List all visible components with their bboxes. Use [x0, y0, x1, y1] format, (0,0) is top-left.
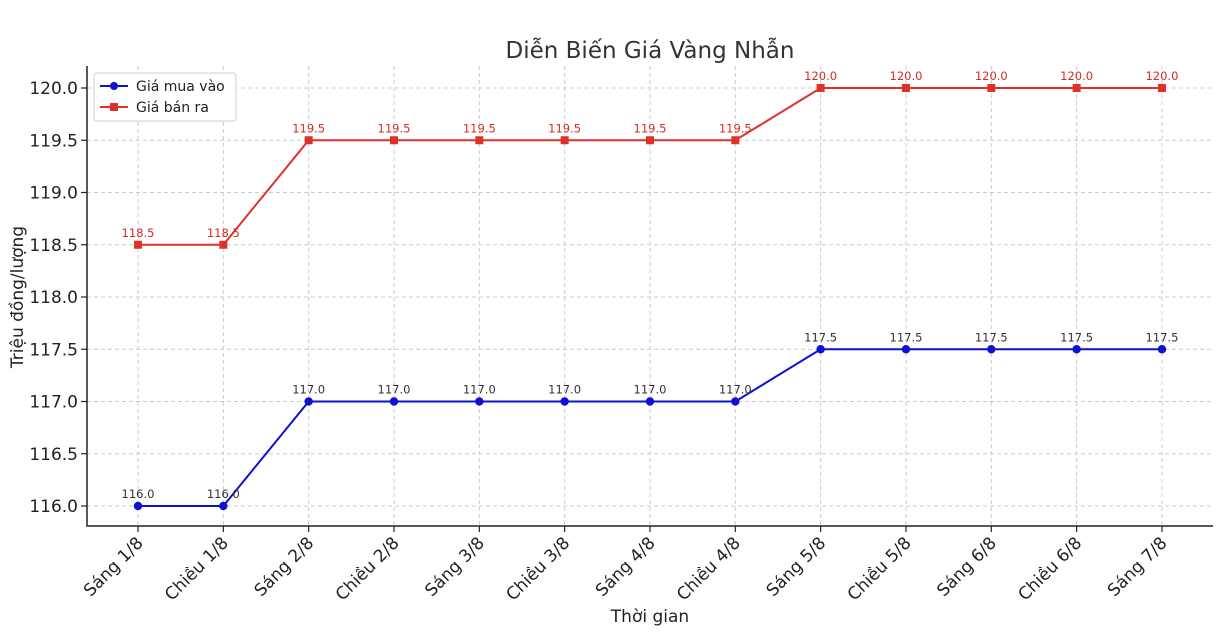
x-tick-label: Sáng 6/8: [933, 533, 1001, 601]
data-point: [219, 501, 228, 511]
data-label: 117.0: [719, 383, 752, 397]
axes-layer: 116.0 116.5 117.0 117.5 118.0 118.5 119.0 119.5…: [29, 66, 1213, 605]
x-tick-label: Sáng 4/8: [592, 533, 660, 601]
y-tick-label: 119.0: [29, 184, 78, 204]
x-tick-label: Sáng 2/8: [251, 533, 319, 601]
data-point: [560, 136, 569, 145]
legend-label: Giá bán ra: [136, 100, 209, 116]
legend: Giá mua vào Giá bán ra: [93, 72, 237, 122]
axis-spines: [86, 66, 1213, 527]
y-tick-label: 117.0: [29, 393, 78, 413]
data-label: 119.5: [463, 121, 496, 135]
data-label: 119.5: [292, 121, 325, 135]
x-tick-label: Chiều 4/8: [672, 533, 744, 605]
x-tick-label: Chiều 2/8: [331, 533, 403, 605]
data-label: 117.5: [1145, 330, 1178, 344]
data-label: 120.0: [975, 69, 1008, 83]
data-label: 117.5: [804, 330, 837, 344]
data-point: [304, 397, 313, 406]
data-point: [645, 136, 654, 145]
y-axis-title: Triệu đồng/lượng: [7, 226, 28, 369]
data-labels-layer: 116.0 116.0 117.0 117.0 117.0 117.0 117.0 117.0…: [122, 69, 1179, 501]
y-tick-label: 118.5: [29, 236, 78, 256]
data-point: [645, 397, 655, 406]
data-label: 117.0: [378, 383, 411, 397]
data-label: 119.5: [378, 121, 411, 135]
data-label: 117.0: [292, 383, 325, 397]
data-point: [133, 501, 143, 511]
x-tick-label: Chiều 6/8: [1014, 533, 1086, 605]
data-point: [731, 397, 740, 406]
data-label: 118.5: [122, 226, 155, 240]
data-label: 120.0: [890, 69, 923, 83]
data-point: [987, 84, 996, 92]
series-layer: [133, 84, 1167, 511]
data-point: [816, 84, 825, 92]
data-point: [304, 136, 313, 145]
data-label: 120.0: [1145, 69, 1178, 83]
data-label: 117.5: [975, 330, 1008, 344]
data-label: 120.0: [1060, 69, 1093, 83]
data-label: 116.0: [122, 487, 155, 501]
x-tick-label: Chiều 5/8: [843, 533, 915, 605]
data-label: 117.0: [463, 383, 496, 397]
x-tick-label: Chiều 3/8: [502, 533, 574, 605]
legend-marker: [110, 82, 118, 90]
data-label: 119.5: [634, 121, 667, 135]
legend-marker: [110, 103, 118, 111]
data-point: [560, 397, 569, 406]
data-label: 117.5: [1060, 330, 1093, 344]
data-point: [134, 240, 142, 249]
x-tick-label: Sáng 1/8: [80, 533, 148, 601]
data-point: [901, 84, 910, 92]
data-point: [901, 345, 911, 354]
data-label: 118.5: [207, 226, 240, 240]
y-tick-label: 117.5: [29, 340, 78, 360]
data-point: [987, 345, 996, 354]
chart-title: Diễn Biến Giá Vàng Nhẫn: [506, 36, 795, 64]
data-label: 116.0: [207, 487, 240, 501]
y-tick-label: 118.0: [29, 288, 78, 308]
x-tick-label: Sáng 3/8: [421, 533, 489, 601]
data-label: 119.5: [719, 121, 752, 135]
data-point: [389, 397, 399, 406]
data-point: [1157, 84, 1166, 92]
data-label: 117.5: [890, 330, 923, 344]
x-tick-label: Sáng 7/8: [1104, 533, 1172, 601]
data-point: [475, 397, 484, 406]
data-label: 117.0: [548, 383, 581, 397]
y-tick-label: 119.5: [29, 131, 78, 151]
data-point: [1072, 345, 1081, 354]
y-tick-label: 120.0: [29, 79, 78, 99]
x-axis-title: Thời gian: [610, 607, 689, 627]
data-point: [816, 345, 825, 354]
data-point: [1072, 84, 1081, 92]
legend-box: [93, 72, 237, 122]
x-tick-label: Sáng 5/8: [763, 533, 831, 601]
data-label: 117.0: [634, 383, 667, 397]
data-point: [731, 136, 740, 145]
data-point: [1157, 345, 1167, 354]
data-point: [389, 136, 398, 145]
data-point: [475, 136, 484, 145]
x-tick-label: Chiều 1/8: [160, 533, 232, 605]
data-label: 119.5: [548, 121, 581, 135]
data-point: [219, 240, 228, 249]
y-tick-label: 116.0: [29, 497, 78, 517]
data-label: 120.0: [804, 69, 837, 83]
y-tick-label: 116.5: [29, 445, 78, 465]
legend-label: Giá mua vào: [136, 79, 225, 95]
